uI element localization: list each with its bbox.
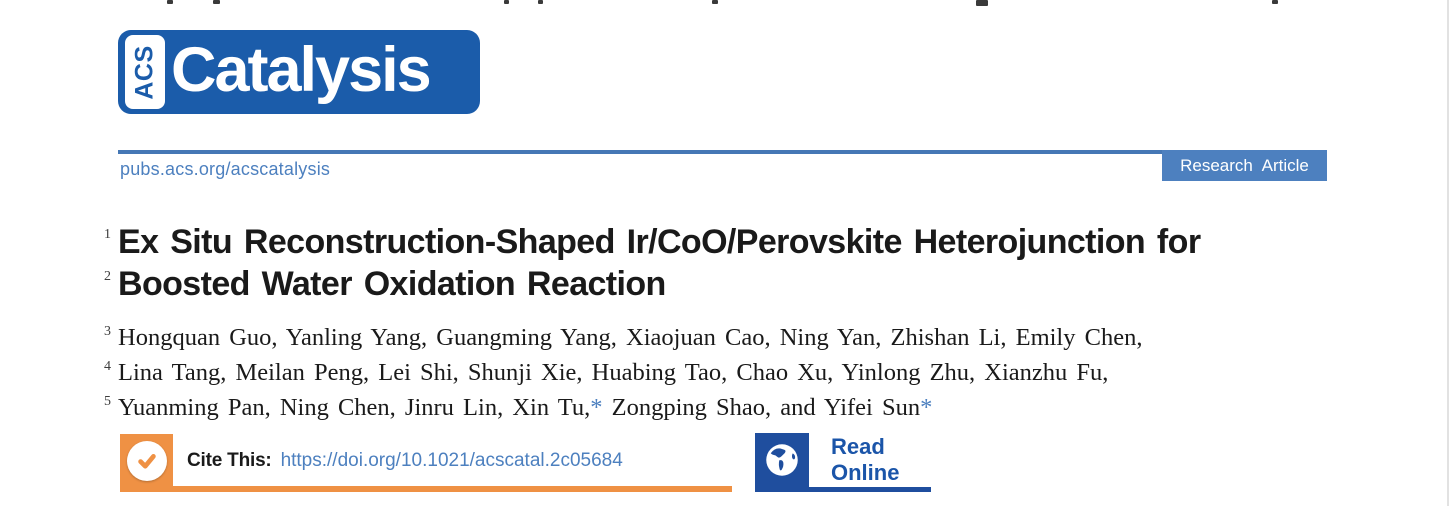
corresponding-author-link[interactable]: *: [590, 394, 603, 421]
acs-logo-text: ACS: [130, 44, 159, 100]
authors-text: Yuanming Pan, Ning Chen, Jinru Lin, Xin …: [118, 394, 591, 421]
cite-this-bar: Cite This: https://doi.org/10.1021/acsca…: [120, 434, 732, 492]
corresponding-author-link[interactable]: *: [920, 394, 933, 421]
line-number: 2: [104, 269, 111, 284]
author-line-2: 4 Lina Tang, Meilan Peng, Lei Shi, Shunj…: [104, 355, 1142, 390]
line-number: 3: [104, 324, 111, 339]
journal-name: Catalysis: [171, 35, 432, 105]
author-line-3: 5 Yuanming Pan, Ning Chen, Jinru Lin, Xi…: [104, 390, 1142, 425]
globe-icon: [766, 444, 798, 476]
title-text-line-1: Ex Situ Reconstruction-Shaped Ir/CoO/Per…: [118, 223, 1201, 261]
read-online-label[interactable]: Read Online: [831, 434, 900, 485]
text-remnant: [976, 0, 988, 6]
text-remnant: [1272, 0, 1278, 4]
authors-text: Zongping Shao, and Yifei Sun: [602, 394, 921, 421]
page-right-border: [1447, 0, 1449, 506]
text-remnant: [538, 0, 543, 4]
header-rule: [118, 150, 1327, 154]
title-line-1: 1 Ex Situ Reconstruction-Shaped Ir/CoO/P…: [104, 221, 1201, 263]
journal-url-link[interactable]: pubs.acs.org/acscatalysis: [120, 159, 331, 179]
acs-catalysis-logo: ACS Catalysis: [118, 30, 480, 114]
read-online-button[interactable]: Read Online: [755, 433, 931, 492]
cite-icon-tile: [120, 434, 173, 487]
title-line-2: 2 Boosted Water Oxidation Reaction: [104, 263, 1200, 305]
checkmark-icon: [137, 453, 156, 469]
author-list: 3 Hongquan Guo, Yanling Yang, Guangming …: [104, 320, 1143, 425]
globe-icon-tile[interactable]: [755, 433, 809, 487]
acs-logo-mark: ACS: [125, 35, 165, 109]
doi-link[interactable]: https://doi.org/10.1021/acscatal.2c05684: [280, 449, 623, 471]
text-remnant: [167, 0, 173, 4]
line-number: 1: [104, 227, 111, 242]
text-remnant: [213, 0, 220, 4]
article-title: 1 Ex Situ Reconstruction-Shaped Ir/CoO/P…: [104, 221, 1201, 305]
research-article-badge: Research Article: [1162, 150, 1327, 181]
author-line-1: 3 Hongquan Guo, Yanling Yang, Guangming …: [104, 320, 1143, 355]
line-number: 4: [104, 359, 111, 374]
check-circle-icon: [126, 440, 167, 481]
text-remnant: [712, 0, 718, 4]
title-text-line-2: Boosted Water Oxidation Reaction: [118, 265, 666, 303]
cite-this-label: Cite This:: [187, 449, 272, 471]
line-number: 5: [104, 394, 111, 409]
text-remnant: [504, 0, 509, 4]
authors-text: Hongquan Guo, Yanling Yang, Guangming Ya…: [118, 324, 1143, 351]
authors-text: Lina Tang, Meilan Peng, Lei Shi, Shunji …: [118, 359, 1109, 386]
